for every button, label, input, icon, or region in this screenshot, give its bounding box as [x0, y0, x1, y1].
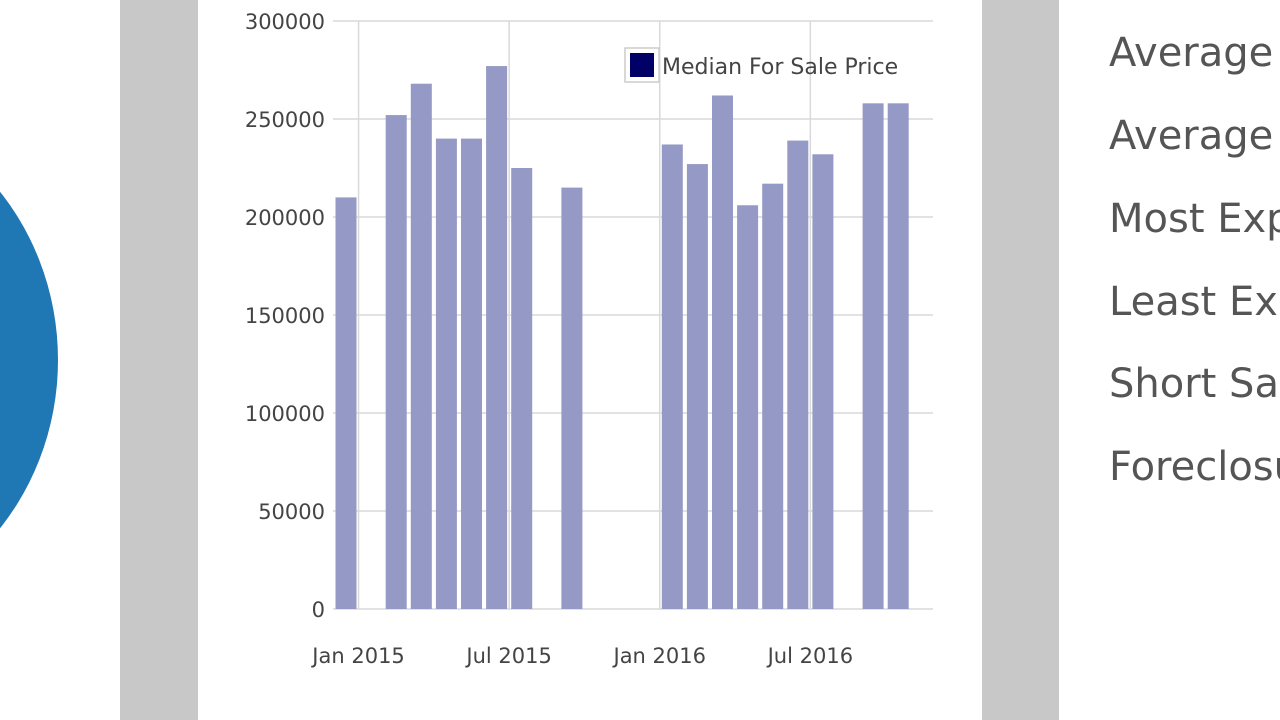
- bar: [712, 95, 733, 610]
- x-tick-label: Jul 2016: [766, 644, 853, 668]
- bar: [435, 138, 457, 609]
- y-tick-label: 300000: [245, 10, 325, 34]
- stat-label-short-sales: Short Sales: [1109, 361, 1280, 407]
- y-tick-label: 50000: [258, 500, 325, 524]
- legend-label: Median For Sale Price: [662, 55, 898, 80]
- bar: [561, 187, 583, 609]
- panel-gutter-left: [120, 0, 198, 720]
- median-price-bar-chart: 0 50000 100000 150000 200000 250000 300000 Jan …: [245, 10, 933, 668]
- panel-gutter-right: [982, 0, 1059, 720]
- bar: [887, 103, 909, 609]
- y-tick-label: 150000: [245, 304, 325, 328]
- y-tick-label: 0: [312, 598, 325, 622]
- stat-label-average-price: Average Price: [1109, 30, 1280, 76]
- stat-label-least-expensive: Least Expensive: [1109, 279, 1280, 325]
- stat-label-foreclosures: Foreclosures: [1109, 444, 1280, 490]
- x-tick-label: Jan 2016: [612, 644, 707, 668]
- bars: [335, 66, 909, 610]
- stat-label-average-price-per-sqft: Average Price per Sq Ft: [1109, 113, 1280, 159]
- bar: [661, 144, 683, 610]
- market-stats-panel: Average Price Average Price per Sq Ft Mo…: [1059, 0, 1280, 720]
- bar: [686, 164, 708, 609]
- axis-labels: 0 50000 100000 150000 200000 250000 300000 Jan …: [245, 10, 853, 668]
- bar: [862, 103, 884, 609]
- y-tick-label: 200000: [245, 206, 325, 230]
- bar: [511, 168, 533, 609]
- stat-label-most-expensive: Most Expensive: [1109, 196, 1280, 242]
- median-price-chart-panel: 0 50000 100000 150000 200000 250000 300000 Jan …: [198, 0, 982, 720]
- y-tick-label: 100000: [245, 402, 325, 426]
- bar: [737, 205, 759, 610]
- bar: [385, 115, 407, 609]
- bar: [335, 197, 357, 609]
- y-tick-label: 250000: [245, 108, 325, 132]
- x-tick-label: Jul 2015: [464, 644, 551, 668]
- legend: Median For Sale Price: [624, 47, 898, 83]
- legend-swatch: [630, 53, 654, 77]
- x-tick-label: Jan 2015: [310, 644, 405, 668]
- pie-slice: [0, 100, 58, 620]
- grid-lines: [333, 20, 933, 610]
- pie-chart-panel: [0, 0, 120, 720]
- bar: [812, 154, 834, 609]
- bar: [461, 138, 482, 609]
- bar: [762, 183, 784, 609]
- bar: [410, 83, 432, 610]
- bar: [787, 140, 809, 609]
- bar: [486, 66, 508, 609]
